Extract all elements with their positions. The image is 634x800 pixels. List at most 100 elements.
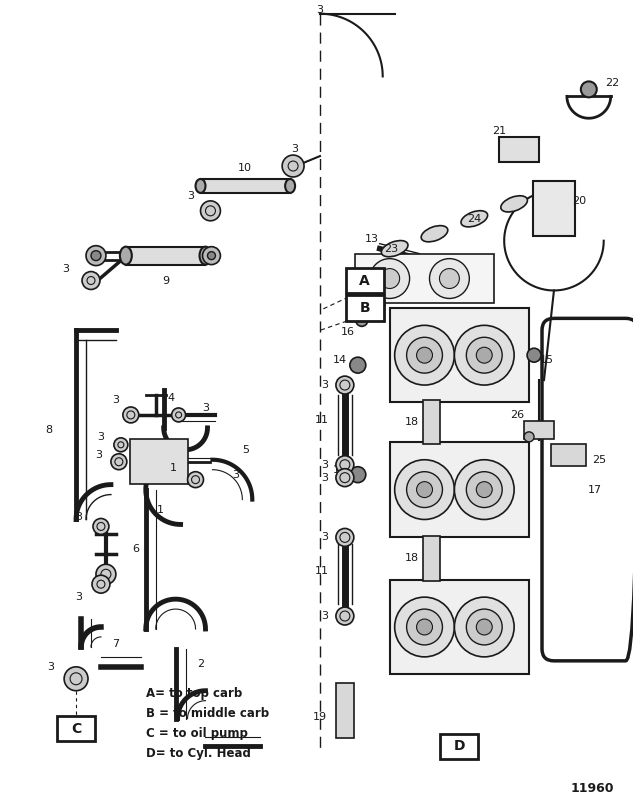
- Bar: [524, 421, 554, 439]
- Circle shape: [350, 357, 366, 373]
- Bar: [355, 254, 495, 303]
- Text: 11: 11: [315, 566, 329, 576]
- Circle shape: [336, 607, 354, 625]
- Circle shape: [467, 472, 502, 507]
- Circle shape: [111, 454, 127, 470]
- Circle shape: [455, 326, 514, 385]
- Bar: [130, 439, 188, 484]
- Circle shape: [581, 82, 597, 98]
- Circle shape: [394, 326, 455, 385]
- Circle shape: [207, 252, 216, 260]
- Text: 2: 2: [197, 659, 204, 669]
- Text: D= to Cyl. Head: D= to Cyl. Head: [146, 747, 250, 760]
- Text: 3: 3: [98, 432, 105, 442]
- Circle shape: [336, 529, 354, 546]
- Text: 24: 24: [467, 214, 481, 224]
- Text: 15: 15: [540, 355, 554, 365]
- Circle shape: [91, 250, 101, 261]
- Circle shape: [188, 472, 204, 488]
- Text: B = to middle carb: B = to middle carb: [146, 707, 269, 720]
- Circle shape: [417, 347, 432, 363]
- Circle shape: [82, 271, 100, 290]
- Text: 11960: 11960: [570, 782, 614, 794]
- Text: A: A: [359, 274, 370, 287]
- Text: D: D: [453, 739, 465, 754]
- Text: 3: 3: [321, 460, 328, 470]
- Text: 3: 3: [187, 191, 194, 201]
- Text: B: B: [359, 302, 370, 315]
- Circle shape: [93, 518, 109, 534]
- Text: 21: 21: [492, 126, 507, 136]
- Bar: [390, 580, 529, 674]
- Text: C = to oil pump: C = to oil pump: [146, 727, 248, 740]
- Text: 9: 9: [162, 275, 169, 286]
- Bar: [499, 137, 539, 162]
- Circle shape: [336, 469, 354, 486]
- Circle shape: [86, 246, 106, 266]
- Bar: [390, 308, 529, 402]
- Text: 3: 3: [232, 470, 239, 480]
- Bar: [552, 444, 586, 466]
- Ellipse shape: [421, 226, 448, 242]
- Text: 3: 3: [292, 144, 299, 154]
- Text: A= to top carb: A= to top carb: [146, 687, 242, 700]
- Ellipse shape: [195, 179, 205, 193]
- Text: 18: 18: [404, 417, 418, 427]
- Circle shape: [476, 347, 492, 363]
- Bar: [346, 267, 384, 294]
- Circle shape: [524, 432, 534, 442]
- Bar: [336, 683, 354, 738]
- Text: 3: 3: [112, 395, 119, 405]
- Circle shape: [406, 338, 443, 373]
- Text: 13: 13: [365, 234, 378, 244]
- Circle shape: [455, 460, 514, 519]
- Bar: [422, 399, 441, 444]
- Circle shape: [394, 597, 455, 657]
- Text: 14: 14: [333, 355, 347, 365]
- Text: 20: 20: [572, 196, 586, 206]
- Text: 23: 23: [385, 244, 399, 254]
- Circle shape: [92, 575, 110, 593]
- Circle shape: [406, 609, 443, 645]
- Text: 3: 3: [321, 611, 328, 621]
- Circle shape: [350, 466, 366, 482]
- Text: 3: 3: [316, 5, 323, 14]
- Circle shape: [200, 201, 221, 221]
- Text: 1: 1: [157, 505, 164, 514]
- Ellipse shape: [381, 241, 408, 257]
- Circle shape: [336, 376, 354, 394]
- Circle shape: [64, 667, 88, 690]
- Text: 22: 22: [605, 78, 620, 88]
- Ellipse shape: [461, 210, 488, 227]
- Circle shape: [417, 482, 432, 498]
- Text: 17: 17: [588, 485, 602, 494]
- Text: 4: 4: [167, 393, 174, 403]
- Text: 19: 19: [313, 712, 327, 722]
- Text: 3: 3: [202, 403, 209, 413]
- Text: 3: 3: [63, 263, 70, 274]
- Text: 18: 18: [404, 554, 418, 563]
- Circle shape: [114, 438, 128, 452]
- Bar: [390, 442, 529, 537]
- Circle shape: [380, 269, 399, 289]
- Bar: [126, 246, 205, 265]
- Circle shape: [527, 348, 541, 362]
- Text: 3: 3: [321, 473, 328, 482]
- Bar: [441, 734, 478, 759]
- Circle shape: [476, 482, 492, 498]
- Circle shape: [429, 258, 469, 298]
- Circle shape: [406, 472, 443, 507]
- Text: 8: 8: [46, 425, 53, 435]
- Text: 3: 3: [96, 450, 103, 460]
- Ellipse shape: [501, 196, 527, 212]
- Text: 3: 3: [75, 592, 82, 602]
- Text: 3: 3: [75, 513, 82, 522]
- Text: 1: 1: [170, 462, 177, 473]
- Bar: [533, 182, 575, 236]
- Circle shape: [356, 314, 368, 326]
- Text: 7: 7: [112, 639, 119, 649]
- Circle shape: [336, 456, 354, 474]
- Bar: [346, 295, 384, 322]
- Circle shape: [394, 460, 455, 519]
- Circle shape: [417, 619, 432, 635]
